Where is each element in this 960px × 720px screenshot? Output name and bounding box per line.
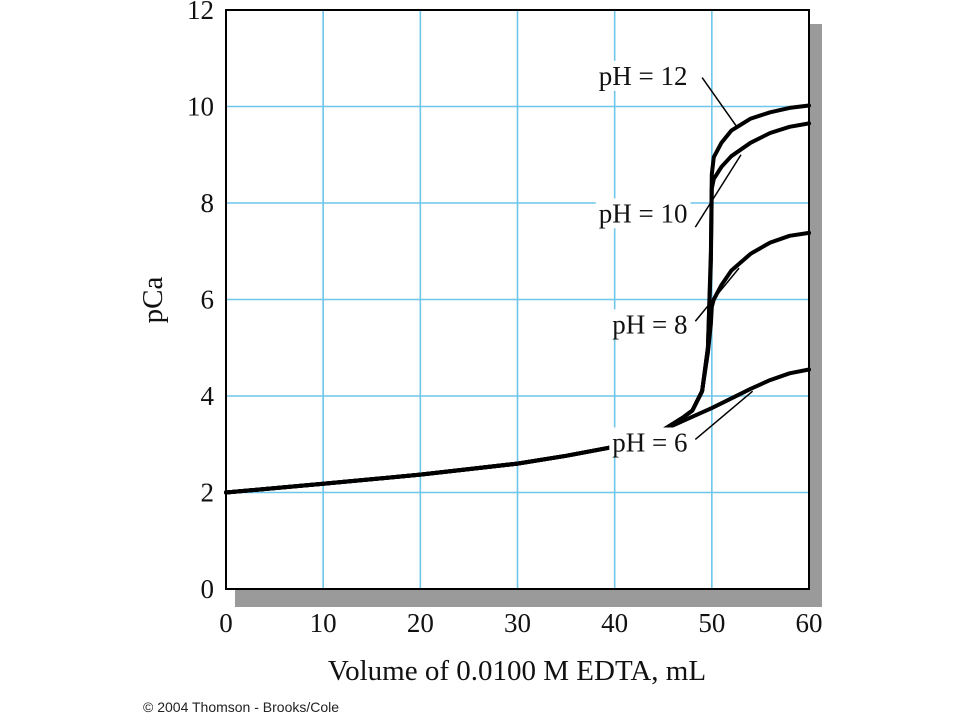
leader-line	[701, 77, 737, 127]
x-tick-label: 30	[504, 608, 531, 638]
curve-label-bg	[595, 60, 691, 91]
curves	[224, 103, 811, 495]
curve-label-bg	[609, 309, 691, 340]
y-tick-label: 0	[201, 574, 215, 604]
x-tick-label: 50	[698, 608, 725, 638]
curve-labels: pH = 12 pH = 10 pH = 8 pH = 6	[595, 60, 691, 458]
y-tick-labels: 0 2 4 6 8 10 12	[187, 0, 215, 604]
leader-line	[694, 390, 754, 440]
leader-lines	[694, 77, 754, 440]
y-tick-label: 6	[201, 285, 215, 315]
x-tick-label: 10	[310, 608, 337, 638]
y-axis-title: pCa	[137, 277, 169, 324]
plot-border	[225, 9, 810, 590]
x-tick-label: 0	[219, 608, 233, 638]
y-tick-label: 4	[201, 381, 215, 411]
curve-label-bg	[609, 427, 691, 458]
x-tick-label: 60	[796, 608, 823, 638]
curve-label: pH = 10	[599, 198, 688, 228]
y-tick-label: 8	[201, 188, 215, 218]
leader-line	[694, 154, 742, 228]
y-tick-label: 2	[201, 478, 215, 508]
x-tick-label: 40	[601, 608, 628, 638]
x-axis-title: Volume of 0.0100 M EDTA, mL	[328, 655, 706, 687]
x-tick-label: 20	[407, 608, 434, 638]
y-tick-label: 10	[187, 92, 214, 122]
x-tick-labels: 0 10 20 30 40 50 60	[219, 608, 822, 638]
curve-label: pH = 12	[599, 61, 688, 91]
curve-label: pH = 8	[612, 309, 687, 339]
leader-line	[694, 267, 740, 322]
copyright-notice: © 2004 Thomson - Brooks/Cole	[143, 699, 340, 715]
curve-label: pH = 6	[612, 427, 687, 457]
y-tick-label: 12	[187, 0, 214, 25]
grid	[225, 9, 810, 590]
curve-label-bg	[595, 198, 691, 229]
